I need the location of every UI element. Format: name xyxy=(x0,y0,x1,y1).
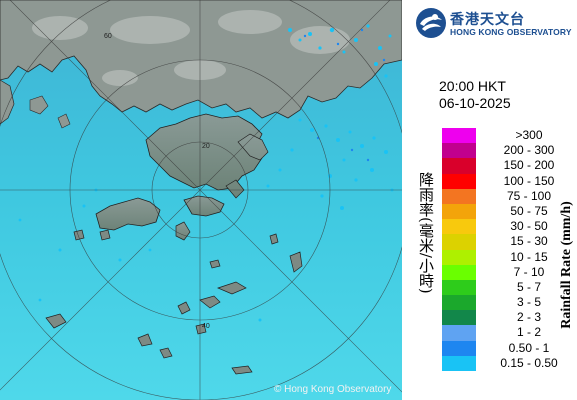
legend-swatch xyxy=(442,158,476,174)
legend-row: 1 - 2 xyxy=(442,325,572,341)
new-territories xyxy=(145,113,263,191)
observation-time: 20:00 HKT xyxy=(439,78,506,94)
western-islets xyxy=(29,95,71,129)
legend-swatch xyxy=(442,325,476,341)
legend-row: 0.50 - 1 xyxy=(442,340,572,356)
land-texture xyxy=(32,10,350,86)
legend-row: 10 - 15 xyxy=(442,249,572,265)
org-name-en: HONG KONG OBSERVATORY xyxy=(450,27,572,37)
observation-date: 06-10-2025 xyxy=(439,95,511,111)
legend-range-label: 1 - 2 xyxy=(516,325,541,340)
legend-range-label: >300 xyxy=(515,128,543,142)
outlying-islands xyxy=(45,229,303,375)
legend-row: 75 - 100 xyxy=(442,188,572,204)
legend-swatch xyxy=(442,143,476,159)
legend-swatch xyxy=(442,173,476,189)
rain-echoes-dark xyxy=(303,28,386,162)
radar-map: 20 40 60 xyxy=(0,0,402,400)
range-rings xyxy=(0,0,402,400)
legend-swatch xyxy=(442,340,476,356)
legend-range-label: 75 - 100 xyxy=(506,188,552,203)
legend-range-label: 200 - 300 xyxy=(503,143,555,158)
lantau-island xyxy=(95,197,161,231)
legend-range-label: 15 - 30 xyxy=(510,234,548,249)
legend-swatch xyxy=(442,279,476,296)
legend-range-label: 2 - 3 xyxy=(516,310,541,325)
legend-swatch xyxy=(442,249,476,265)
lamma-island xyxy=(175,221,191,241)
legend-row: >300 xyxy=(442,128,572,144)
legend-range-label: 150 - 200 xyxy=(503,158,555,173)
legend-range-label: 7 - 10 xyxy=(513,264,545,279)
legend-swatch xyxy=(442,203,476,220)
copyright-text: © Hong Kong Observatory xyxy=(274,384,392,395)
legend-range-label: 0.15 - 0.50 xyxy=(500,355,558,370)
rain-echoes xyxy=(18,24,394,322)
legend-row: 30 - 50 xyxy=(442,219,572,235)
legend-row: 2 - 3 xyxy=(442,310,572,326)
legend-row: 100 - 150 xyxy=(442,173,572,189)
legend-swatch xyxy=(442,355,476,371)
legend-title-en: Rainfall Rate (mm/h) xyxy=(559,201,574,329)
legend-range-label: 3 - 5 xyxy=(516,295,541,310)
hong-kong-island xyxy=(183,195,225,217)
legend-swatch xyxy=(442,264,476,280)
legend-row: 7 - 10 xyxy=(442,264,572,280)
legend-panel: 香港天文台 HONG KONG OBSERVATORY 20:00 HKT 06… xyxy=(402,0,577,400)
legend-row: 150 - 200 xyxy=(442,158,572,174)
legend-row: 0.15 - 0.50 xyxy=(442,355,572,371)
legend-title-zh: 降雨率(毫米/小時) xyxy=(417,172,435,294)
legend-range-label: 10 - 15 xyxy=(510,249,548,264)
legend-range-label: 0.50 - 1 xyxy=(508,340,550,355)
legend-swatch xyxy=(442,310,476,326)
hko-logo[interactable]: 香港天文台 HONG KONG OBSERVATORY xyxy=(414,6,574,40)
legend-range-label: 30 - 50 xyxy=(510,219,548,234)
western-shore xyxy=(0,79,15,125)
org-name-zh: 香港天文台 xyxy=(450,12,525,28)
legend-swatch xyxy=(442,219,476,235)
legend-range-label: 100 - 150 xyxy=(503,173,555,188)
hko-logo-icon xyxy=(416,8,446,38)
legend-swatch xyxy=(442,188,476,204)
legend-row: 15 - 30 xyxy=(442,234,572,250)
legend-row: 50 - 75 xyxy=(442,203,572,220)
legend-swatch xyxy=(442,295,476,311)
ring-label-mid: 40 xyxy=(202,323,210,330)
ring-label-outer: 60 xyxy=(104,33,112,40)
legend-row: 200 - 300 xyxy=(442,143,572,159)
legend-range-label: 50 - 75 xyxy=(510,203,548,218)
legend-range-label: 5 - 7 xyxy=(516,279,541,294)
legend-swatch xyxy=(442,234,476,250)
ring-label-inner: 20 xyxy=(202,143,210,150)
legend-row: 3 - 5 xyxy=(442,295,572,311)
rainfall-legend: >300 200 - 300 150 - 200 100 - 150 75 - … xyxy=(442,128,572,371)
legend-swatch xyxy=(442,128,476,144)
legend-row: 5 - 7 xyxy=(442,279,572,296)
